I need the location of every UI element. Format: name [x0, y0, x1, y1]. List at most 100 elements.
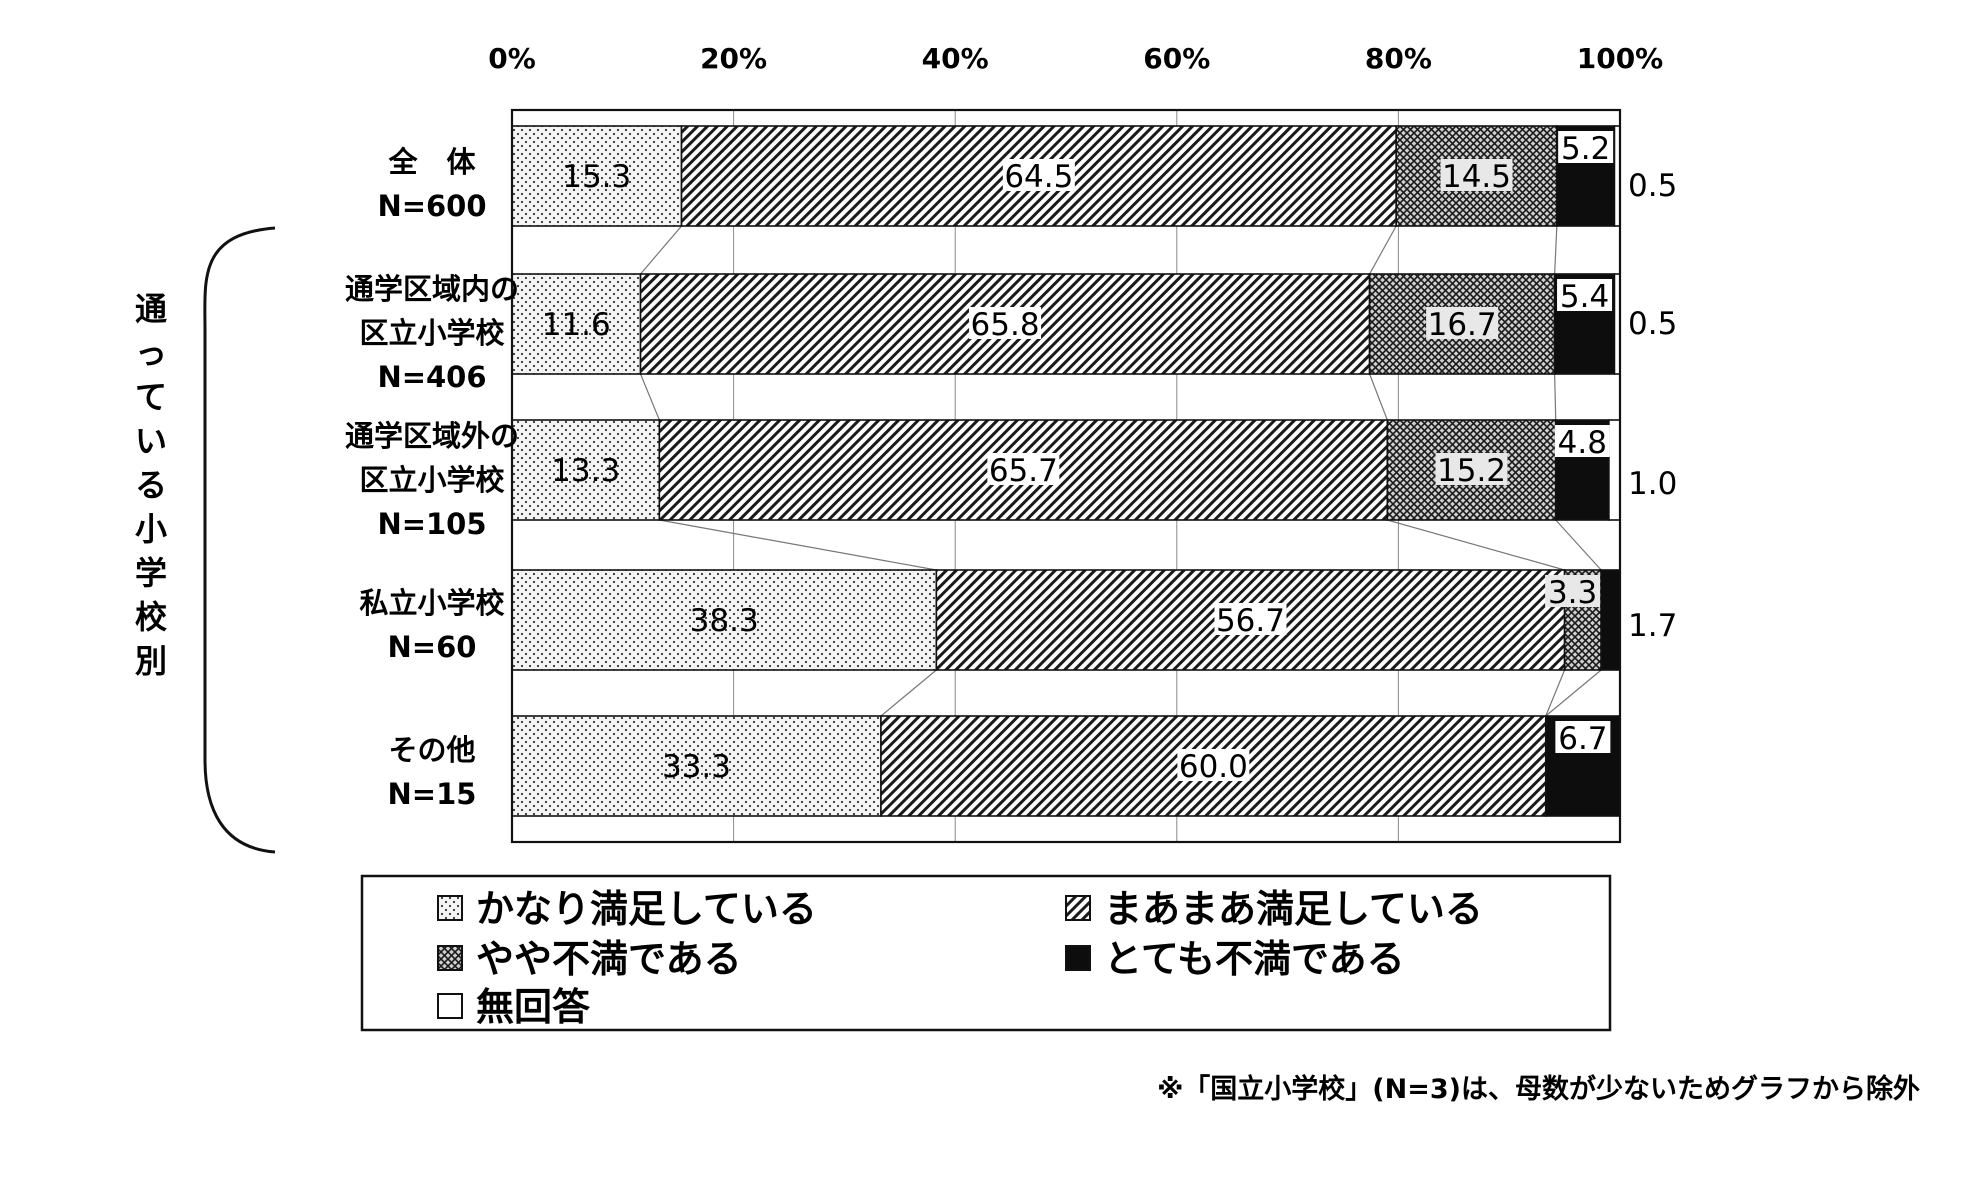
value-label: 5.2 [1561, 131, 1610, 167]
connector-line [640, 225, 682, 275]
legend-label: まあまあ満足している [1104, 887, 1483, 931]
value-label-bg [1426, 307, 1499, 339]
value-label: 65.8 [971, 307, 1040, 343]
category-label: 通学区域外の [345, 419, 519, 453]
value-label-bg [969, 307, 1042, 339]
value-label: 13.3 [551, 453, 620, 489]
group-label-char: て [135, 378, 167, 416]
connector-line [1545, 669, 1602, 717]
bar-segment [511, 569, 938, 671]
group-label-char: 学 [135, 554, 167, 592]
legend-swatch [1065, 945, 1091, 971]
value-label: 56.7 [1216, 603, 1285, 639]
value-label: 14.5 [1442, 159, 1511, 195]
connector-line [659, 519, 937, 571]
value-label: 16.7 [1428, 307, 1497, 343]
legend-swatch [437, 945, 463, 971]
outside-value-label: 1.0 [1628, 466, 1677, 502]
x-tick-label: 20% [700, 42, 767, 75]
value-labels: 15.3 64.5 14.5 5.2 11.6 65.8 16.7 5.4 13.3 65.7 15… [542, 131, 1614, 785]
value-label: 15.2 [1437, 453, 1506, 489]
x-tick-label: 40% [922, 42, 989, 75]
bar-segment [511, 715, 882, 817]
value-label-bg [1435, 453, 1508, 485]
legend-label: 無回答 [476, 985, 591, 1029]
value-label: 15.3 [562, 159, 631, 195]
connector-line [1555, 519, 1602, 571]
value-label: 11.6 [542, 307, 611, 343]
legend-label: やや不満である [476, 937, 742, 981]
value-label-bg [1440, 159, 1513, 191]
connector-line [1387, 519, 1565, 571]
legend-label: とても不満である [1104, 937, 1405, 981]
group-label-char: 校 [135, 598, 167, 636]
legend-box [360, 874, 1612, 1032]
category-label: 私立小学校 [359, 586, 504, 620]
value-label-bg [987, 453, 1060, 485]
outside-value-labels: 0.5 0.5 1.0 1.7 [1628, 168, 1677, 644]
value-label-bg [1177, 749, 1250, 781]
value-label-bg [1558, 131, 1614, 163]
connector-line [880, 669, 937, 717]
segment-connector-lines [639, 225, 1602, 717]
group-label-char: 小 [135, 510, 167, 548]
x-tick-label: 100% [1577, 42, 1664, 75]
value-label: 4.8 [1558, 425, 1607, 461]
category-label: N=406 [377, 360, 486, 394]
group-label-char: 通 [135, 290, 167, 328]
footnote: ※「国立小学校」(N=3)は、母数が少ないためグラフから除外 [1157, 1073, 1920, 1105]
category-label: N=105 [377, 507, 486, 541]
value-label-bg [1555, 721, 1611, 753]
value-label-bg [1545, 575, 1601, 607]
connector-line [1554, 373, 1557, 421]
category-label: N=15 [388, 777, 477, 811]
group-brace-curve [203, 226, 276, 854]
group-label-char: っ [135, 334, 167, 372]
category-label: N=60 [388, 630, 477, 664]
legend-swatch [1065, 895, 1091, 921]
value-label: 5.4 [1560, 279, 1609, 315]
group-label-char: い [135, 422, 167, 460]
connector-line [1545, 669, 1566, 717]
value-label: 33.3 [662, 749, 731, 785]
group-label-char: 別 [135, 642, 167, 680]
value-label-bg [1002, 159, 1075, 191]
category-label: N=600 [377, 189, 486, 223]
outside-value-label: 0.5 [1628, 306, 1677, 342]
connector-line [639, 373, 660, 421]
value-label-bg [1554, 425, 1610, 457]
bar-segment [1608, 419, 1621, 521]
group-label-char: る [135, 466, 167, 504]
x-axis-tick-labels: 0% 20% 40% 60% 80% 100% [488, 42, 1663, 75]
connector-line [1554, 225, 1558, 275]
category-label: 通学区域内の [345, 272, 519, 306]
value-label: 3.3 [1548, 575, 1597, 611]
x-tick-label: 80% [1365, 42, 1432, 75]
value-label: 65.7 [989, 453, 1058, 489]
bar-segment [511, 419, 661, 521]
plot-border [510, 108, 1622, 844]
connector-line [1369, 373, 1388, 421]
legend-label: かなり満足している [476, 887, 817, 931]
x-tick-label: 0% [488, 42, 536, 75]
category-label: 全 体 [387, 145, 476, 179]
bar-segment [511, 125, 683, 227]
category-label: その他 [388, 733, 475, 767]
legend-swatch [437, 895, 463, 921]
bar-segment [511, 273, 642, 375]
connector-line [1369, 225, 1397, 275]
x-tick-label: 60% [1143, 42, 1210, 75]
plot-frame [510, 108, 1622, 844]
outside-value-label: 0.5 [1628, 168, 1677, 204]
value-label: 60.0 [1179, 749, 1248, 785]
category-label: 区立小学校 [359, 316, 504, 350]
outside-value-label: 1.7 [1628, 608, 1677, 644]
value-label-bg [1557, 279, 1613, 311]
value-label: 38.3 [690, 603, 759, 639]
value-label-bg [1214, 603, 1287, 635]
value-label: 6.7 [1558, 721, 1607, 757]
value-label: 64.5 [1004, 159, 1073, 195]
